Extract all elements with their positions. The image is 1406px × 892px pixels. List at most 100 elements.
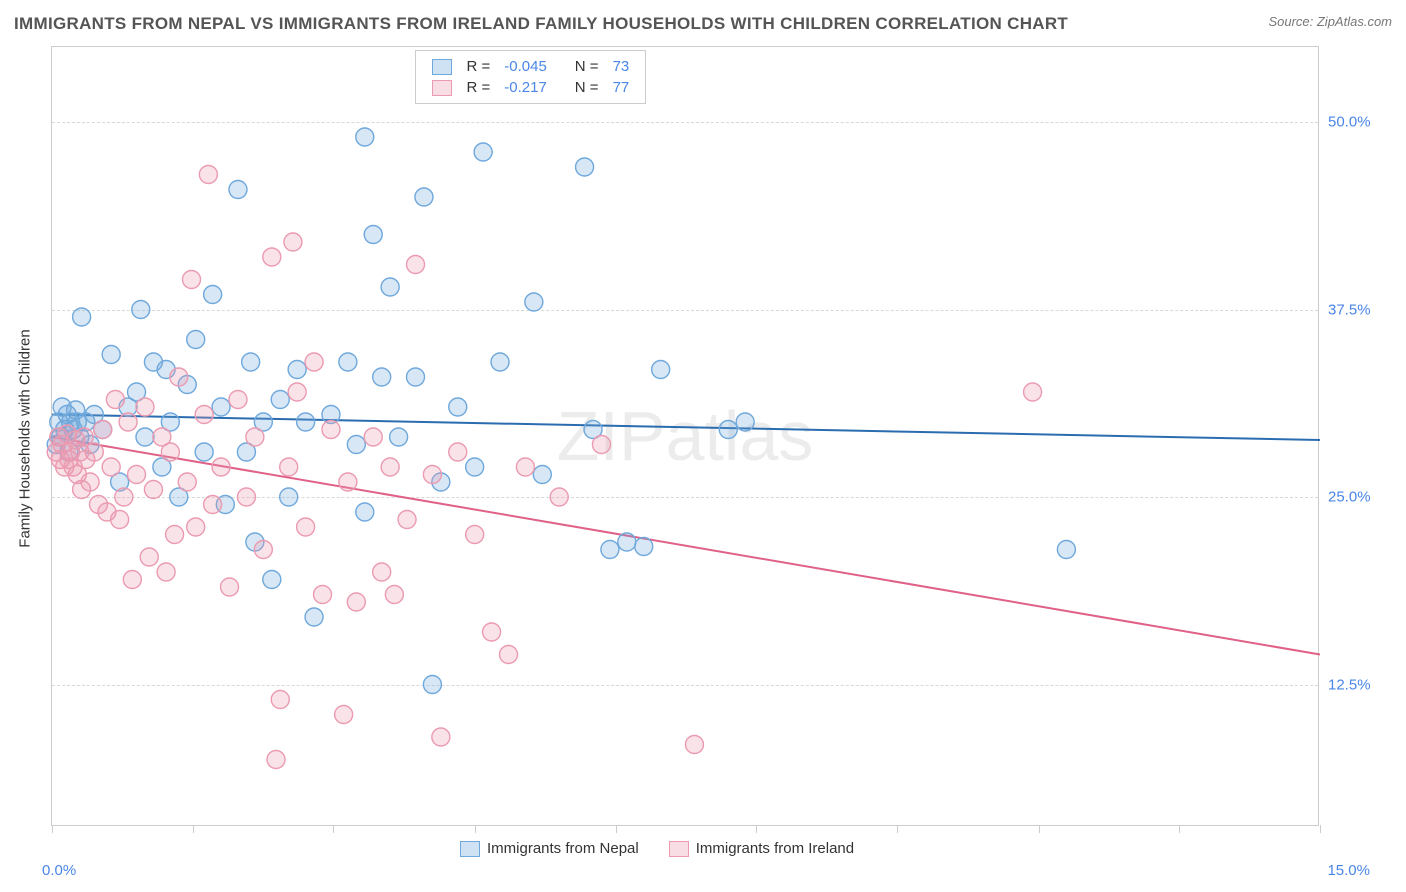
point-nepal [390,428,408,446]
point-nepal [381,278,399,296]
point-ireland [305,353,323,371]
point-ireland [288,383,306,401]
point-ireland [102,458,120,476]
point-nepal [491,353,509,371]
r-value-nepal: -0.045 [498,57,553,76]
point-ireland [212,458,230,476]
legend-row-ireland: R =-0.217N =77 [426,78,635,97]
x-tick [616,825,617,833]
trend-line-nepal [52,415,1320,441]
x-tick [193,825,194,833]
point-nepal [719,421,737,439]
point-ireland [1024,383,1042,401]
point-ireland [106,391,124,409]
point-ireland [347,593,365,611]
point-ireland [204,496,222,514]
x-max-label: 15.0% [1327,862,1370,879]
x-tick [475,825,476,833]
point-ireland [111,511,129,529]
point-nepal [356,503,374,521]
point-nepal [305,608,323,626]
point-nepal [229,181,247,199]
point-nepal [415,188,433,206]
point-ireland [229,391,247,409]
point-nepal [132,301,150,319]
n-value-ireland: 77 [607,78,636,97]
point-ireland [373,563,391,581]
y-tick-label: 37.5% [1328,301,1388,318]
point-nepal [263,571,281,589]
point-nepal [356,128,374,146]
point-nepal [533,466,551,484]
legend-label-nepal: Immigrants from Nepal [487,840,639,857]
point-ireland [94,421,112,439]
point-nepal [136,428,154,446]
point-ireland [199,166,217,184]
point-nepal [102,346,120,364]
point-ireland [182,271,200,289]
point-nepal [1057,541,1075,559]
point-ireland [685,736,703,754]
point-ireland [449,443,467,461]
point-ireland [157,563,175,581]
point-ireland [499,646,517,664]
point-nepal [297,413,315,431]
source-label: Source: ZipAtlas.com [1268,14,1392,29]
scatter-svg [52,47,1318,825]
x-tick [333,825,334,833]
y-axis-label: Family Households with Children [17,309,34,569]
point-ireland [254,541,272,559]
point-ireland [195,406,213,424]
point-ireland [280,458,298,476]
x-tick [756,825,757,833]
point-ireland [406,256,424,274]
point-ireland [166,526,184,544]
point-ireland [592,436,610,454]
x-tick [1179,825,1180,833]
point-ireland [187,518,205,536]
point-ireland [140,548,158,566]
point-nepal [212,398,230,416]
point-ireland [161,443,179,461]
legend-item-nepal: Immigrants from Nepal [460,840,639,857]
swatch-ireland [432,80,452,96]
point-ireland [314,586,332,604]
point-nepal [406,368,424,386]
chart-title: IMMIGRANTS FROM NEPAL VS IMMIGRANTS FROM… [14,14,1068,34]
point-ireland [246,428,264,446]
legend-item-ireland: Immigrants from Ireland [669,840,854,857]
x-tick [1039,825,1040,833]
series-legend: Immigrants from Nepal Immigrants from Ire… [460,840,854,857]
point-ireland [267,751,285,769]
point-ireland [385,586,403,604]
n-value-nepal: 73 [607,57,636,76]
y-tick-label: 50.0% [1328,114,1388,131]
point-ireland [322,421,340,439]
point-ireland [128,466,146,484]
point-ireland [123,571,141,589]
point-nepal [449,398,467,416]
swatch-nepal [460,841,480,857]
point-ireland [144,481,162,499]
y-tick-label: 25.0% [1328,489,1388,506]
x-tick [1320,825,1321,833]
point-nepal [347,436,365,454]
point-ireland [398,511,416,529]
point-nepal [601,541,619,559]
point-nepal [635,538,653,556]
point-ireland [178,473,196,491]
y-tick-label: 12.5% [1328,676,1388,693]
point-nepal [373,368,391,386]
trend-line-ireland [52,437,1320,655]
point-nepal [525,293,543,311]
point-ireland [381,458,399,476]
point-ireland [221,578,239,596]
point-nepal [242,353,260,371]
point-ireland [335,706,353,724]
point-ireland [136,398,154,416]
point-ireland [364,428,382,446]
point-ireland [483,623,501,641]
point-ireland [237,488,255,506]
n-label: N = [569,57,605,76]
plot-area: ZIPatlas 12.5%25.0%37.5%50.0% R =-0.045N… [51,46,1319,826]
